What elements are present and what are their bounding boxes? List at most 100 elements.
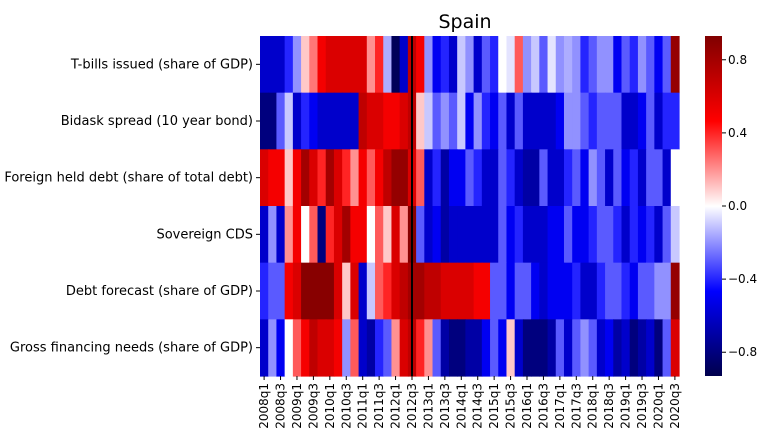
column-label: 2018q3 <box>602 383 616 429</box>
heatmap-cell <box>506 319 516 377</box>
heatmap-cell <box>432 319 442 377</box>
column-labels: 2008q1 2008q3 2009q1 2009q3 2010q1 2010q3 2011… <box>257 376 682 429</box>
heatmap-cell <box>531 319 540 377</box>
column-label: 2009q1 <box>290 383 304 429</box>
heatmap-cell <box>399 262 409 320</box>
heatmap-cell <box>375 149 384 207</box>
heatmap-cell <box>498 36 508 94</box>
heatmap-cell <box>629 92 639 150</box>
row-label: Debt forecast (share of GDP) <box>66 284 253 299</box>
heatmap-cells <box>260 36 680 377</box>
heatmap-cell <box>629 149 639 207</box>
heatmap-cell <box>547 92 557 150</box>
row-label: Bidask spread (10 year bond) <box>61 114 253 129</box>
heatmap-cell <box>424 262 434 320</box>
heatmap-cell <box>588 319 598 377</box>
heatmap-cell <box>325 206 335 264</box>
heatmap-cell <box>572 262 582 320</box>
heatmap-cell <box>342 149 351 207</box>
heatmap-cell <box>473 149 483 207</box>
heatmap-cell <box>514 319 524 377</box>
heatmap-cell <box>572 319 582 377</box>
heatmap-cell <box>309 262 319 320</box>
heatmap-cell <box>358 319 368 377</box>
column-label: 2012q3 <box>405 383 419 429</box>
colorbar-tick-label: 0.4 <box>728 126 747 140</box>
heatmap-cell <box>432 92 442 150</box>
heatmap-cell <box>268 36 278 94</box>
heatmap-cell <box>375 262 384 320</box>
heatmap-cell <box>473 92 483 150</box>
colorbar-ticks: 0.8 0.4 0.0 −0.4 −0.8 <box>722 53 757 359</box>
column-label: 2015q3 <box>504 383 518 429</box>
heatmap-cell <box>325 262 335 320</box>
heatmap-cell <box>333 206 343 264</box>
heatmap-cell <box>613 206 623 264</box>
heatmap-cell <box>416 262 425 320</box>
heatmap-cell <box>284 319 294 377</box>
heatmap-cell <box>268 319 278 377</box>
heatmap-cell <box>424 149 434 207</box>
heatmap-cell <box>333 92 343 150</box>
heatmap-cell <box>588 36 598 94</box>
heatmap-cell <box>260 92 269 150</box>
heatmap-cell <box>416 206 425 264</box>
heatmap-cell <box>629 206 639 264</box>
heatmap-cell <box>358 206 368 264</box>
heatmap-cell <box>375 92 384 150</box>
heatmap-cell <box>399 206 409 264</box>
column-label: 2011q3 <box>372 383 386 429</box>
heatmap-cell <box>350 149 360 207</box>
heatmap-cell <box>358 149 368 207</box>
heatmap-cell <box>260 36 269 94</box>
heatmap-cell <box>424 319 434 377</box>
heatmap-cell <box>547 36 557 94</box>
heatmap-cell <box>448 36 458 94</box>
heatmap-cell <box>654 92 664 150</box>
heatmap-cell <box>284 149 294 207</box>
heatmap-cell <box>522 36 532 94</box>
heatmap-cell <box>416 149 425 207</box>
heatmap-cell <box>366 92 376 150</box>
heatmap-cell <box>457 36 466 94</box>
heatmap-cell <box>555 206 565 264</box>
heatmap-cell <box>646 262 655 320</box>
heatmap-cell <box>358 92 368 150</box>
column-label: 2016q3 <box>536 383 550 429</box>
heatmap-cell <box>629 319 639 377</box>
heatmap-cell <box>654 149 664 207</box>
heatmap-cell <box>490 36 499 94</box>
heatmap-cell <box>514 36 524 94</box>
heatmap-cell <box>662 262 672 320</box>
heatmap-cell <box>366 36 376 94</box>
heatmap-cell <box>613 36 623 94</box>
column-label: 2009q3 <box>306 383 320 429</box>
heatmap-cell <box>637 319 647 377</box>
heatmap-cell <box>670 262 680 320</box>
heatmap-cell <box>424 92 434 150</box>
colorbar-tick-label: 0.0 <box>728 199 747 213</box>
heatmap-cell <box>440 36 450 94</box>
heatmap-cell <box>473 36 483 94</box>
heatmap-cell <box>531 206 540 264</box>
heatmap-cell <box>457 319 466 377</box>
heatmap-cell <box>440 206 450 264</box>
heatmap-cell <box>506 36 516 94</box>
heatmap-cell <box>292 149 302 207</box>
heatmap-cell <box>276 319 286 377</box>
heatmap-cell <box>605 319 614 377</box>
heatmap-cell <box>440 319 450 377</box>
heatmap-cell <box>383 149 393 207</box>
heatmap-cell <box>506 149 516 207</box>
heatmap-cell <box>260 206 269 264</box>
heatmap-cell <box>621 36 631 94</box>
heatmap-cell <box>333 319 343 377</box>
heatmap-cell <box>465 36 475 94</box>
heatmap-cell <box>301 206 310 264</box>
column-label: 2019q1 <box>619 383 633 429</box>
heatmap-cell <box>547 149 557 207</box>
heatmap-cell <box>292 92 302 150</box>
heatmap-cell <box>498 262 508 320</box>
heatmap-cell <box>375 319 384 377</box>
heatmap-cell <box>317 149 327 207</box>
